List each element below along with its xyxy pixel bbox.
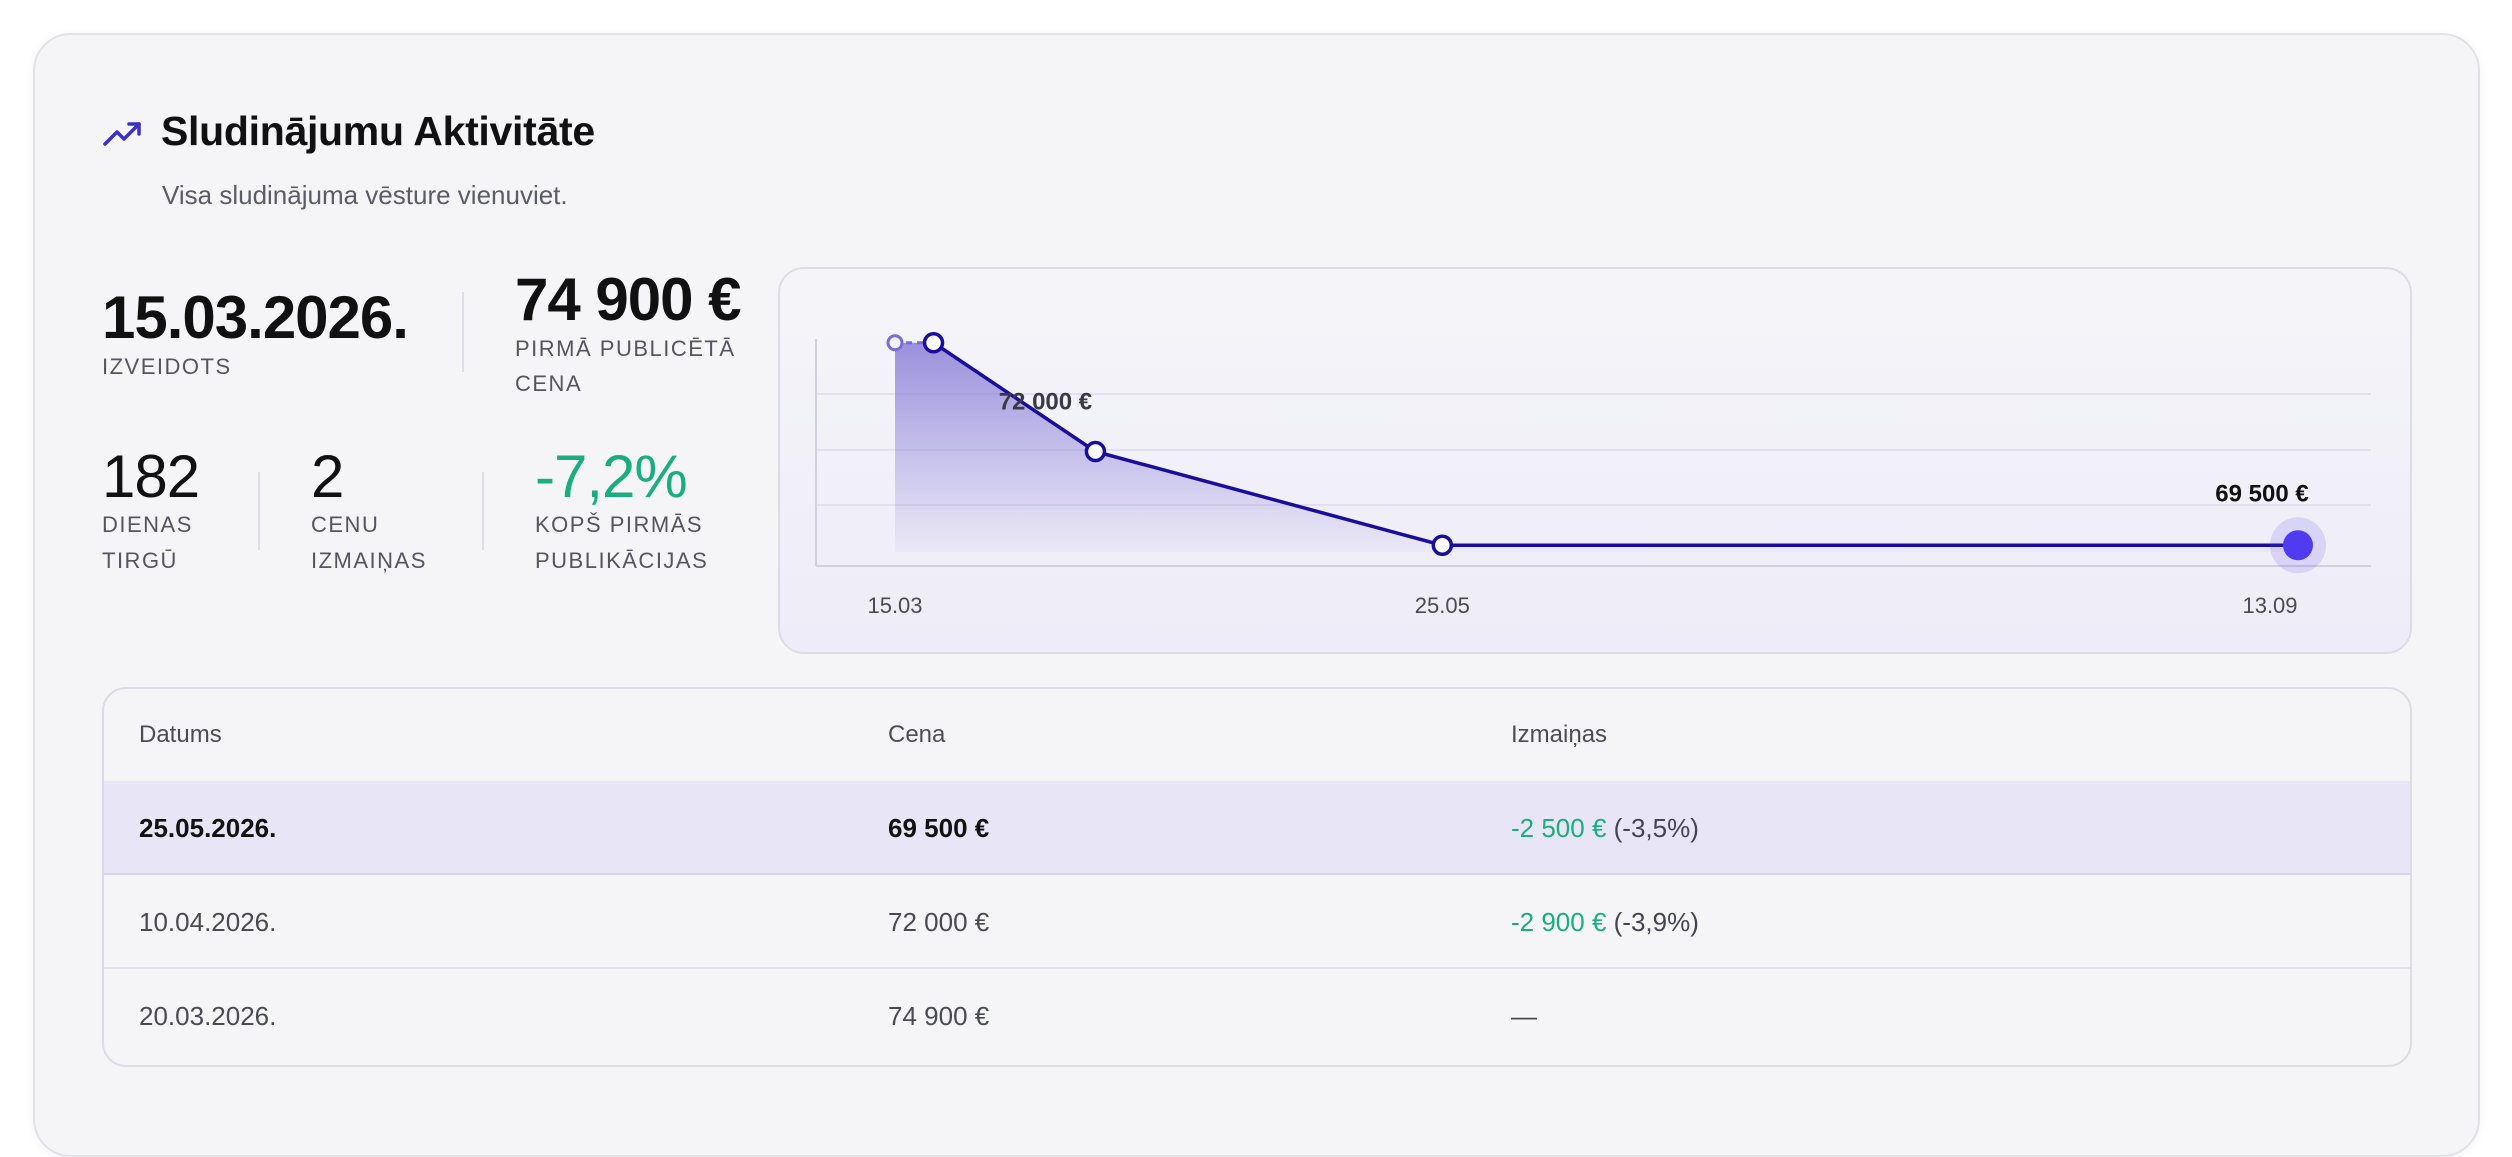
table-row[interactable]: 25.05.2026. 69 500 € -2 500 € (-3,5%) [104, 781, 2410, 875]
first-price-label-line1: PIRMĀ PUBLICĒTĀ [515, 336, 736, 361]
price-changes-value: 2 [311, 443, 344, 510]
x-tick-label: 13.09 [2242, 593, 2297, 618]
stat-divider [482, 472, 484, 550]
row-change-amount: -2 900 € [1511, 907, 1607, 937]
table-header: Datums Cena Izmaiņas [104, 689, 2410, 783]
stat-divider [462, 292, 464, 372]
row-date: 25.05.2026. [139, 813, 277, 843]
row-change: -2 900 € (-3,9%) [1511, 907, 1699, 938]
row-price: 69 500 € [888, 813, 990, 843]
x-tick-label: 25.05 [1415, 593, 1470, 618]
change-percent-value: -7,2% [535, 443, 688, 510]
row-date: 20.03.2026. [139, 1001, 277, 1031]
price-area [895, 342, 2298, 552]
first-price-value: 74 900 € [515, 266, 742, 333]
row-date: 10.04.2026. [139, 907, 277, 937]
row-change: -2 500 € (-3,5%) [1511, 813, 1699, 844]
data-point [1084, 440, 1107, 463]
price-changes-label-line1: CENU [311, 512, 380, 537]
x-tick-label: 15.03 [867, 593, 922, 618]
days-on-market-value: 182 [102, 443, 200, 510]
current-point [2283, 530, 2313, 561]
data-point [886, 334, 904, 352]
price-history-chart-svg: 72 000 € 69 500 € 15.03 25.05 13.09 [815, 332, 2371, 618]
column-header-date: Datums [139, 721, 222, 748]
row-change-percent: (-3,9%) [1613, 907, 1699, 937]
price-history-chart: 72 000 € 69 500 € 15.03 25.05 13.09 [778, 267, 2412, 654]
stat-divider [258, 472, 260, 550]
row-price: 74 900 € [888, 1001, 990, 1031]
created-date: 15.03.2026. [102, 284, 409, 351]
column-header-price: Cena [888, 721, 946, 748]
first-price-label-line2: CENA [515, 371, 583, 396]
price-history-table: Datums Cena Izmaiņas 25.05.2026. 69 500 … [102, 687, 2412, 1067]
data-label: 69 500 € [2215, 480, 2308, 507]
price-line [932, 341, 2298, 547]
trending-up-icon [103, 122, 141, 146]
row-change-amount: — [1511, 1001, 1537, 1031]
created-label: IZVEIDOTS [102, 354, 232, 379]
row-change: — [1511, 1001, 1537, 1032]
page-subtitle: Visa sludinājuma vēsture vienuviet. [162, 180, 568, 210]
data-point [922, 332, 945, 354]
data-point [1431, 534, 1454, 556]
column-header-change: Izmaiņas [1511, 721, 1608, 748]
page-title: Sludinājumu Aktivitāte [161, 108, 595, 154]
data-label: 72 000 € [999, 389, 1092, 416]
row-change-amount: -2 500 € [1511, 813, 1607, 843]
table-row[interactable]: 20.03.2026. 74 900 € — [104, 969, 2410, 1061]
table-row[interactable]: 10.04.2026. 72 000 € -2 900 € (-3,9%) [104, 875, 2410, 969]
row-change-percent: (-3,5%) [1613, 813, 1699, 843]
row-price: 72 000 € [888, 907, 990, 937]
change-percent-label-line2: PUBLIKĀCIJAS [535, 548, 709, 573]
days-label-line1: DIENAS [102, 512, 193, 537]
change-percent-label-line1: KOPŠ PIRMĀS [535, 512, 704, 537]
price-changes-label-line2: IZMAIŅAS [311, 548, 427, 573]
days-label-line2: TIRGŪ [102, 548, 178, 573]
